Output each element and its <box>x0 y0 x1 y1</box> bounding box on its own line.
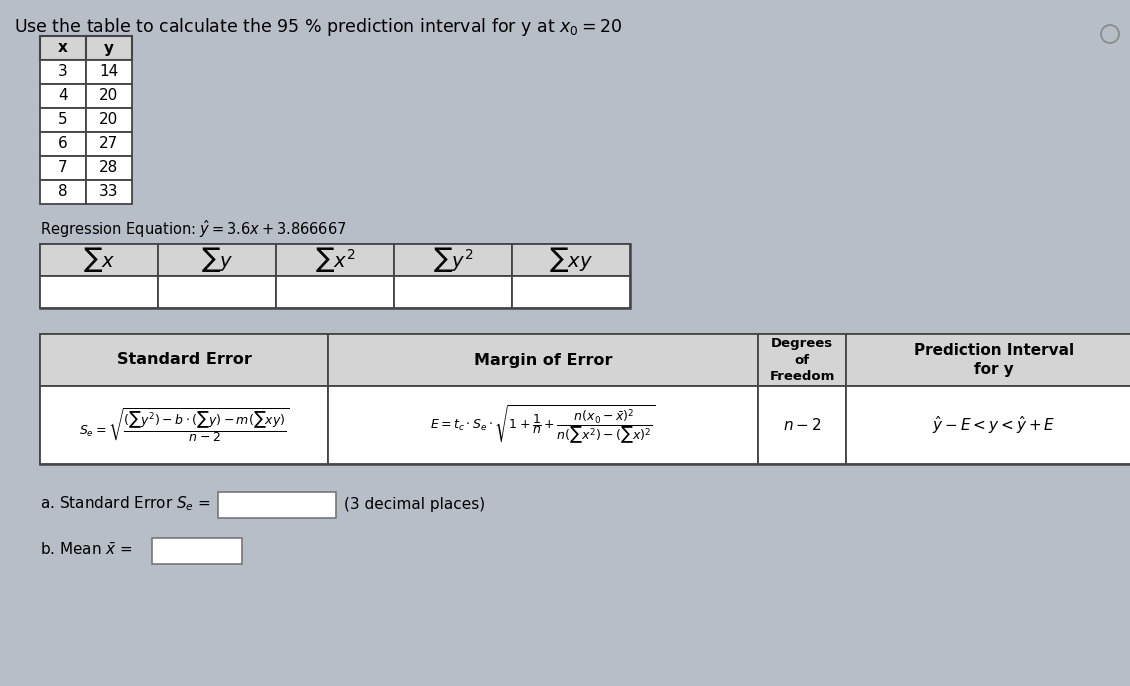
Text: 33: 33 <box>99 185 119 200</box>
Bar <box>40 334 1130 464</box>
Text: Use the table to calculate the 95 % prediction interval for y at $x_0 = 20$: Use the table to calculate the 95 % pred… <box>14 16 623 38</box>
Bar <box>86 180 132 204</box>
Text: x: x <box>58 40 68 56</box>
Text: a. Standard Error $S_e$ =: a. Standard Error $S_e$ = <box>40 495 211 513</box>
Bar <box>86 36 132 60</box>
Bar <box>512 244 631 276</box>
Text: $E = t_c \cdot S_e \cdot \sqrt{1 + \dfrac{1}{n} + \dfrac{n(x_0 - \bar{x})^2}{n(\: $E = t_c \cdot S_e \cdot \sqrt{1 + \dfra… <box>431 403 655 447</box>
Bar <box>40 132 86 156</box>
Bar <box>394 276 512 308</box>
Text: $n - 2$: $n - 2$ <box>783 417 822 433</box>
Bar <box>40 36 86 60</box>
Bar <box>40 84 86 108</box>
Bar <box>846 386 1130 464</box>
Bar <box>153 538 242 564</box>
Text: Regression Equation: $\hat{y} = 3.6x + 3.866667$: Regression Equation: $\hat{y} = 3.6x + 3… <box>40 218 347 240</box>
Bar <box>40 244 631 308</box>
Bar <box>40 156 86 180</box>
Text: 27: 27 <box>99 137 119 152</box>
Bar <box>846 334 1130 386</box>
Text: (3 decimal places): (3 decimal places) <box>344 497 485 512</box>
Text: Prediction Interval
for y: Prediction Interval for y <box>914 342 1074 377</box>
Text: 20: 20 <box>99 113 119 128</box>
Bar <box>758 386 846 464</box>
Text: 6: 6 <box>58 137 68 152</box>
Text: 28: 28 <box>99 161 119 176</box>
Bar <box>394 244 512 276</box>
Text: Degrees
of
Freedom: Degrees of Freedom <box>770 337 835 383</box>
Text: 3: 3 <box>58 64 68 80</box>
Bar <box>86 84 132 108</box>
Bar <box>276 276 394 308</box>
Text: $S_e = \sqrt{\dfrac{(\sum y^2) - b \cdot (\sum y) - m(\sum xy)}{n - 2}}$: $S_e = \sqrt{\dfrac{(\sum y^2) - b \cdot… <box>79 406 289 444</box>
Text: 4: 4 <box>58 88 68 104</box>
Text: 5: 5 <box>58 113 68 128</box>
Text: 7: 7 <box>58 161 68 176</box>
Bar <box>86 132 132 156</box>
Text: $\sum y$: $\sum y$ <box>201 246 233 274</box>
Text: $\sum x^2$: $\sum x^2$ <box>315 246 355 274</box>
Bar <box>328 386 758 464</box>
Bar <box>158 244 276 276</box>
Text: Standard Error: Standard Error <box>116 353 252 368</box>
Bar <box>328 334 758 386</box>
Bar <box>86 156 132 180</box>
Bar <box>86 108 132 132</box>
Text: Margin of Error: Margin of Error <box>473 353 612 368</box>
Bar <box>86 60 132 84</box>
Text: y: y <box>104 40 114 56</box>
Bar <box>40 386 328 464</box>
Bar <box>40 334 328 386</box>
Text: $\sum y^2$: $\sum y^2$ <box>433 246 473 274</box>
Bar <box>158 276 276 308</box>
Bar <box>758 334 846 386</box>
Bar <box>512 276 631 308</box>
Text: $\sum xy$: $\sum xy$ <box>549 246 593 274</box>
Text: 8: 8 <box>58 185 68 200</box>
Bar <box>276 244 394 276</box>
Bar <box>40 276 158 308</box>
Bar <box>218 492 336 518</box>
Bar <box>40 60 86 84</box>
Text: 14: 14 <box>99 64 119 80</box>
Text: $\hat{y} - E < y < \hat{y} + E$: $\hat{y} - E < y < \hat{y} + E$ <box>932 414 1055 436</box>
Bar <box>40 180 86 204</box>
Text: 20: 20 <box>99 88 119 104</box>
Text: $\sum x$: $\sum x$ <box>82 246 115 274</box>
Bar <box>40 244 158 276</box>
Text: b. Mean $\bar{x}$ =: b. Mean $\bar{x}$ = <box>40 542 132 558</box>
Bar <box>40 108 86 132</box>
